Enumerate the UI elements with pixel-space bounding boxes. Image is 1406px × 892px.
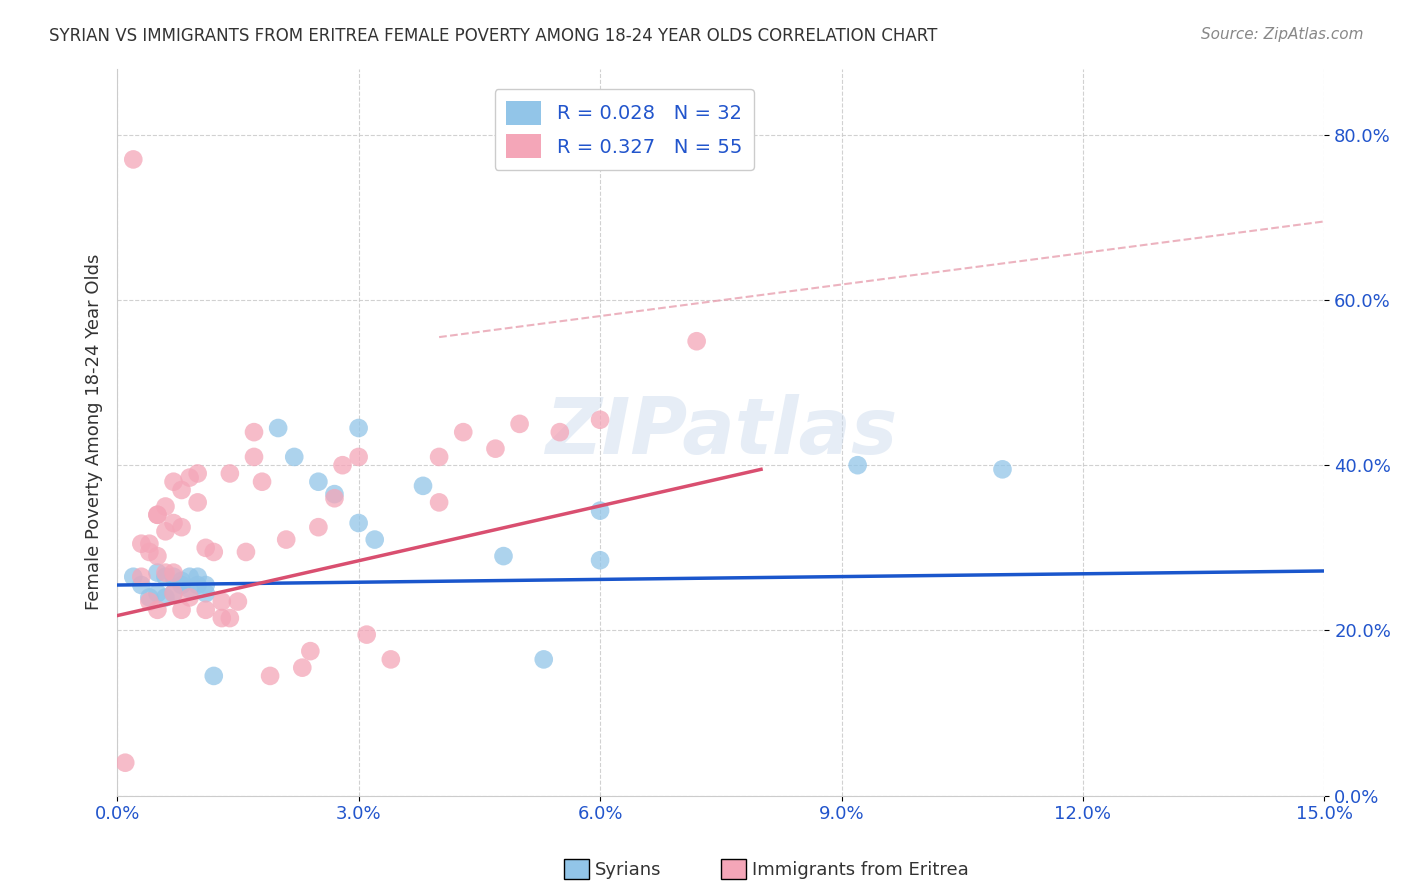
- Point: [347, 450, 370, 464]
- Point: [685, 334, 707, 349]
- Point: [509, 417, 531, 431]
- Point: [146, 566, 169, 580]
- Point: [162, 570, 184, 584]
- Point: [170, 520, 193, 534]
- Point: [194, 603, 217, 617]
- Text: Source: ZipAtlas.com: Source: ZipAtlas.com: [1201, 27, 1364, 42]
- Point: [243, 450, 266, 464]
- Point: [427, 450, 450, 464]
- Point: [323, 487, 346, 501]
- Point: [187, 495, 209, 509]
- Point: [138, 537, 160, 551]
- Point: [202, 545, 225, 559]
- Point: [187, 467, 209, 481]
- Point: [347, 516, 370, 530]
- Point: [162, 516, 184, 530]
- Point: [131, 537, 153, 551]
- Point: [332, 458, 354, 473]
- Point: [162, 566, 184, 580]
- Point: [291, 661, 314, 675]
- Point: [243, 425, 266, 439]
- Text: ZIPatlas: ZIPatlas: [544, 394, 897, 470]
- Point: [131, 570, 153, 584]
- Point: [146, 508, 169, 522]
- Point: [364, 533, 387, 547]
- Point: [589, 413, 612, 427]
- Point: [146, 586, 169, 600]
- Point: [170, 483, 193, 497]
- Point: [846, 458, 869, 473]
- Point: [259, 669, 281, 683]
- Point: [138, 545, 160, 559]
- Point: [589, 503, 612, 517]
- Text: Syrians: Syrians: [595, 861, 661, 879]
- Point: [218, 467, 240, 481]
- Point: [155, 570, 177, 584]
- Point: [412, 479, 434, 493]
- Point: [211, 611, 233, 625]
- Point: [138, 591, 160, 605]
- Point: [162, 586, 184, 600]
- Point: [179, 570, 201, 584]
- Point: [218, 611, 240, 625]
- Point: [162, 475, 184, 489]
- Point: [155, 500, 177, 514]
- Point: [162, 586, 184, 600]
- Point: [533, 652, 555, 666]
- Point: [187, 578, 209, 592]
- Point: [155, 566, 177, 580]
- Point: [194, 578, 217, 592]
- Text: Immigrants from Eritrea: Immigrants from Eritrea: [752, 861, 969, 879]
- Point: [427, 495, 450, 509]
- Point: [194, 541, 217, 555]
- Point: [299, 644, 322, 658]
- Point: [307, 520, 329, 534]
- Point: [155, 524, 177, 539]
- Point: [179, 470, 201, 484]
- Point: [146, 549, 169, 563]
- Point: [307, 475, 329, 489]
- Point: [235, 545, 257, 559]
- Point: [170, 578, 193, 592]
- Y-axis label: Female Poverty Among 18-24 Year Olds: Female Poverty Among 18-24 Year Olds: [86, 254, 103, 610]
- Point: [492, 549, 515, 563]
- Legend: R = 0.028   N = 32, R = 0.327   N = 55: R = 0.028 N = 32, R = 0.327 N = 55: [495, 89, 754, 169]
- Point: [267, 421, 290, 435]
- Text: SYRIAN VS IMMIGRANTS FROM ERITREA FEMALE POVERTY AMONG 18-24 YEAR OLDS CORRELATI: SYRIAN VS IMMIGRANTS FROM ERITREA FEMALE…: [49, 27, 938, 45]
- Point: [211, 594, 233, 608]
- Point: [146, 508, 169, 522]
- Point: [138, 594, 160, 608]
- Point: [194, 586, 217, 600]
- Point: [122, 153, 145, 167]
- Point: [250, 475, 273, 489]
- Point: [548, 425, 571, 439]
- Point: [589, 553, 612, 567]
- Point: [114, 756, 136, 770]
- Point: [170, 574, 193, 588]
- Point: [283, 450, 305, 464]
- Point: [380, 652, 402, 666]
- Point: [155, 591, 177, 605]
- Point: [356, 627, 378, 641]
- Point: [226, 594, 249, 608]
- Point: [122, 570, 145, 584]
- Point: [179, 591, 201, 605]
- Point: [170, 603, 193, 617]
- Point: [484, 442, 506, 456]
- Point: [991, 462, 1014, 476]
- Point: [202, 669, 225, 683]
- Point: [276, 533, 298, 547]
- Point: [323, 491, 346, 506]
- Point: [347, 421, 370, 435]
- Point: [187, 570, 209, 584]
- Point: [131, 578, 153, 592]
- Point: [451, 425, 474, 439]
- Point: [179, 582, 201, 596]
- Point: [146, 603, 169, 617]
